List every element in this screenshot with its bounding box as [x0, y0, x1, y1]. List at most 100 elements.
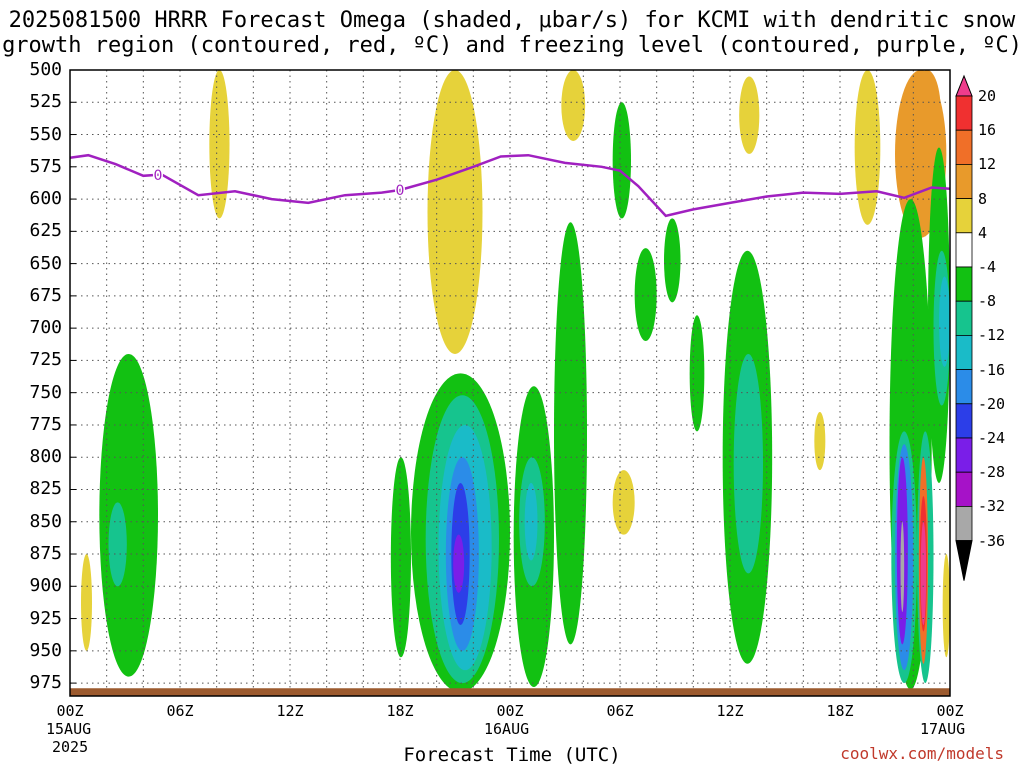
colorbar-bottom-arrow [955, 540, 973, 581]
omega-region-11 [81, 554, 92, 651]
colorbar-bin [955, 232, 973, 268]
omega-region-34 [900, 521, 905, 613]
y-tick-label: 900 [29, 575, 62, 597]
omega-region-38 [920, 521, 927, 626]
omega-region-25 [634, 248, 657, 342]
omega-region-26 [664, 218, 681, 303]
freezing-contour-label: 0 [396, 183, 405, 199]
omega-region-41 [939, 276, 950, 367]
start-day-label: 15AUG [46, 720, 92, 738]
colorbar-tick-label: -8 [978, 292, 997, 311]
y-tick-label: 950 [29, 639, 62, 661]
colorbar-bin [955, 129, 973, 165]
y-tick-label: 600 [29, 188, 62, 210]
grid-lines [69, 69, 951, 696]
x-tick-label: 12Z [716, 702, 744, 720]
omega-region-42 [390, 457, 411, 658]
colorbar-tick-label: 4 [978, 223, 988, 242]
y-tick-label: 700 [29, 317, 62, 339]
omega-region-13 [108, 502, 127, 587]
omega-region-24 [612, 102, 631, 219]
x-tick-label: 00Z [496, 702, 524, 720]
colorbar-tick-label: -20 [978, 394, 1006, 413]
x-tick-label: 00Z [936, 702, 964, 720]
colorbar-tick-label: -36 [978, 531, 1006, 550]
x-tick-label: 06Z [166, 702, 194, 720]
colorbar [955, 74, 973, 581]
colorbar-bin [955, 95, 973, 131]
colorbar-bin [955, 163, 973, 199]
colorbar-bin [955, 471, 973, 507]
x-tick-label: 18Z [826, 702, 854, 720]
colorbar-tick-label: 20 [978, 87, 997, 105]
colorbar-tick-label: -12 [978, 326, 1006, 345]
omega-region-10 [942, 554, 950, 658]
omega-shading [81, 70, 950, 693]
y-tick-label: 975 [29, 672, 62, 694]
colorbar-tick-label: 8 [978, 189, 988, 208]
omega-region-2 [561, 70, 586, 141]
colorbar-bin [955, 505, 973, 541]
colorbar-tick-label: -4 [978, 258, 997, 276]
y-tick-label: 650 [29, 252, 62, 274]
colorbar-bin [955, 266, 973, 302]
colorbar-tick-label: -28 [978, 463, 1006, 482]
x-tick-label: 18Z [386, 702, 414, 720]
y-tick-label: 675 [29, 284, 62, 306]
x-tick-label: 06Z [606, 702, 634, 720]
omega-region-22 [524, 483, 538, 561]
omega-region-19 [453, 534, 465, 593]
y-tick-label: 875 [29, 543, 62, 565]
y-tick-label: 850 [29, 510, 62, 532]
start-year-label: 2025 [52, 738, 89, 756]
y-tick-label: 775 [29, 413, 62, 435]
omega-region-27 [689, 315, 705, 432]
x-axis-title: Forecast Time (UTC) [403, 744, 621, 766]
x-tick-label: 12Z [276, 702, 304, 720]
omega-region-8 [814, 412, 826, 471]
colorbar-top-arrow [955, 74, 973, 97]
colorbar-tick-label: -24 [978, 429, 1006, 447]
freezing-level-contour: 00 [69, 153, 951, 218]
x-tick-label: 00Z [56, 702, 84, 720]
colorbar-tick-label: -32 [978, 497, 1006, 516]
end-day-label: 17AUG [920, 720, 966, 738]
terrain-strip [70, 688, 950, 696]
chart-title-line-1: 2025081500 HRRR Forecast Omega (shaded, … [8, 8, 1016, 33]
mid-day-label: 16AUG [484, 720, 530, 738]
y-tick-label: 500 [29, 59, 62, 80]
credit-link[interactable]: coolwx.com/models [840, 744, 1004, 763]
chart-title-line-2: growth region (contoured, red, ºC) and f… [2, 33, 1022, 58]
freezing-level-line [69, 153, 951, 218]
omega-region-7 [612, 470, 635, 535]
y-tick-label: 825 [29, 478, 62, 500]
colorbar-bin [955, 300, 973, 336]
plot-frame [69, 69, 951, 697]
omega-region-23 [554, 222, 587, 645]
omega-region-0 [209, 70, 230, 219]
y-tick-label: 625 [29, 220, 62, 242]
colorbar-tick-label: -16 [978, 360, 1006, 379]
colorbar-bin [955, 369, 973, 405]
colorbar-tick-label: 16 [978, 121, 997, 140]
omega-region-4 [854, 70, 881, 225]
omega-region-12 [99, 353, 158, 677]
freezing-contour-label: 0 [154, 168, 163, 184]
y-tick-label: 725 [29, 349, 62, 371]
colorbar-bin [955, 403, 973, 439]
colorbar-bin [955, 198, 973, 234]
y-tick-label: 525 [29, 91, 62, 113]
colorbar-bin [955, 334, 973, 370]
surface-terrain [70, 688, 950, 696]
omega-region-6 [913, 70, 941, 154]
omega-region-29 [733, 353, 763, 574]
y-tick-label: 550 [29, 123, 62, 145]
y-tick-label: 750 [29, 381, 62, 403]
y-tick-label: 925 [29, 607, 62, 629]
colorbar-bin [955, 437, 973, 473]
y-tick-label: 575 [29, 155, 62, 177]
y-tick-label: 800 [29, 446, 62, 468]
omega-region-3 [739, 76, 760, 154]
omega-region-1 [427, 70, 483, 354]
